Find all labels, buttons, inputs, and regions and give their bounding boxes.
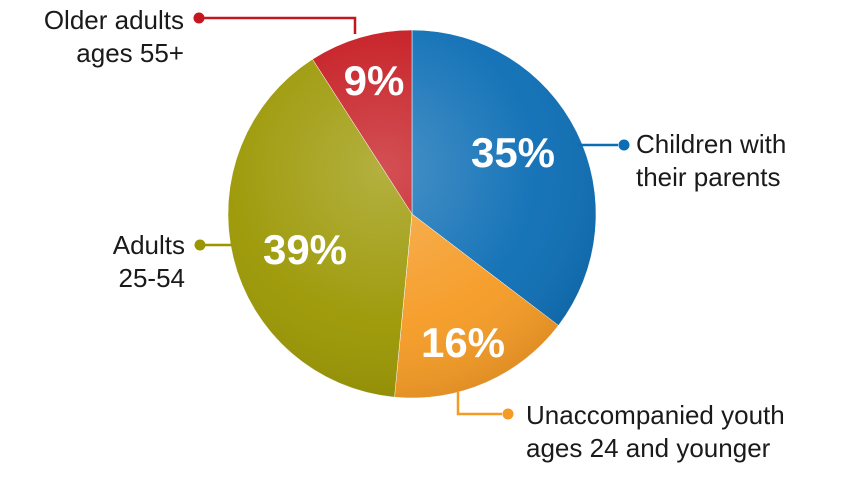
category-label-unaccompanied-youth-ages-24-and-younger: Unaccompanied youth ages 24 and younger — [526, 400, 785, 463]
leader-dot-adults-25-54 — [194, 239, 206, 251]
leader-line-older-adults-ages-55 — [199, 16, 357, 34]
pie-value-label-unaccompanied-youth-ages-24-and-younger: 16% — [421, 319, 505, 366]
pie-value-label-children-with-their-parents: 35% — [471, 129, 555, 176]
leader-dot-children-with-their-parents — [618, 139, 630, 151]
leader-line-unaccompanied-youth-ages-24-and-younger — [456, 392, 502, 416]
category-label-older-adults-ages-55: Older adults ages 55+ — [44, 5, 184, 68]
category-label-children-with-their-parents: Children with their parents — [636, 129, 786, 192]
pie-value-label-adults-25-54: 39% — [263, 226, 347, 273]
pie-value-label-older-adults-ages-55: 9% — [344, 57, 405, 104]
leader-dot-unaccompanied-youth-ages-24-and-younger — [502, 408, 514, 420]
leader-dot-older-adults-ages-55 — [193, 12, 205, 24]
category-label-adults-25-54: Adults 25-54 — [113, 230, 185, 293]
